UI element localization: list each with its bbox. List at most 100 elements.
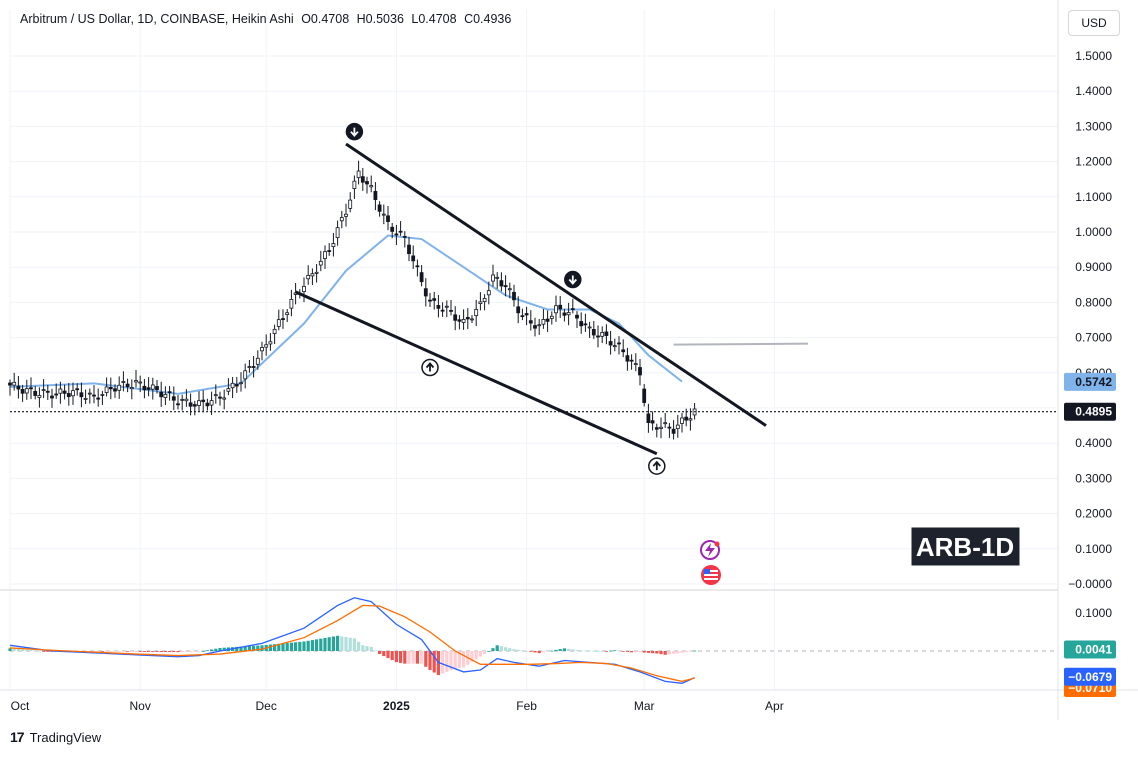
candle-down [423,288,428,297]
histogram-bar [512,649,516,651]
candle-down [92,394,96,397]
low-value: L0.4708 [411,12,457,26]
candle-up [285,312,290,315]
time-tick-label: Oct [11,699,30,713]
candle-down [201,399,206,403]
histogram-bar [609,650,613,652]
candle-down [16,385,21,390]
histogram-bar [516,649,520,651]
candle-up [680,417,684,424]
histogram-bar [407,651,411,664]
price-tick-label: 1.5000 [1075,49,1112,63]
histogram-bar [554,649,558,651]
candle-down [205,402,210,407]
histogram-bar [117,651,121,652]
candle-up [239,382,243,385]
histogram-bar [46,651,50,652]
histogram-bar [138,651,142,652]
histogram-bar [222,647,226,651]
histogram-bar [478,651,482,657]
candle-up [587,326,592,329]
histogram-bar [470,651,474,663]
candle-down [402,235,407,238]
time-tick-label: Nov [130,699,151,713]
candle-up [474,309,479,317]
macd-badge: −0.0679 [1068,670,1112,684]
candle-up [255,357,260,365]
candle-up [478,301,483,304]
currency-button[interactable]: USD [1068,10,1120,36]
histogram-bar [462,651,466,668]
histogram-bar [394,651,398,663]
candle-up [230,382,235,389]
candle-down [33,391,38,396]
histogram-bar [96,651,100,652]
histogram-bar [424,651,428,667]
candle-down [520,315,525,318]
histogram-bar [520,650,524,652]
histogram-bar [357,641,361,651]
histogram-bar [680,651,684,653]
candle-up [289,298,294,309]
histogram-bar [604,651,608,652]
candle-down [524,313,529,316]
candle-up [566,312,571,316]
histogram-bar [684,651,688,653]
candle-down [604,331,609,336]
trendlines-layer[interactable] [10,142,1058,456]
histogram-bar [109,651,113,652]
histogram-bar [449,651,453,671]
histogram-bar [495,645,499,651]
ma-price-badge-box [1064,372,1116,391]
candle-down [562,312,567,316]
notification-dot [714,541,720,547]
histogram-bar [365,646,369,651]
candle-up [675,424,680,429]
histogram-bar [319,638,323,651]
candle-down [50,395,54,399]
time-tick-label: Apr [765,699,784,713]
time-tick-label: Feb [516,699,537,713]
candle-up [310,273,315,277]
event-icons[interactable] [700,540,721,585]
candle-down [113,388,117,392]
histogram-bar [239,646,243,651]
histogram-bar [159,651,163,652]
histogram-bar [651,651,655,654]
candle-down [167,391,172,394]
histogram-bar [8,648,12,651]
candle-up [306,275,311,280]
histogram-bar [298,641,302,651]
histogram-bar [336,635,340,651]
histogram-bar [688,651,692,652]
candle-up [444,305,449,308]
last-price-badge-box [1064,402,1116,421]
candle-down [188,402,193,407]
candle-down [20,389,25,394]
time-tick-label: Dec [256,699,277,713]
brand-label: TradingView [29,729,102,745]
candle-up [104,386,109,393]
histogram-bar [302,641,306,651]
tradingview-footer[interactable]: 17 TradingView [10,729,101,745]
histogram-bar [205,650,209,652]
candle-up [71,390,75,397]
candle-up [272,328,277,335]
histogram-bar [37,650,41,652]
histogram-bar [12,648,16,651]
macd-badge-box [1064,667,1116,686]
histogram-bar [323,637,327,651]
histogram-bar [201,651,205,652]
histogram-bar [344,637,348,651]
candle-up [356,170,361,179]
histogram-bar [621,651,625,652]
candle-down [218,396,222,399]
candle-down [428,299,432,302]
symbol-title: Arbitrum / US Dollar, 1D, COINBASE, Heik… [20,12,294,26]
histogram-bar [415,651,419,664]
histogram-bar [562,648,566,651]
histogram-bar [499,646,503,651]
histogram-bar [126,651,130,652]
